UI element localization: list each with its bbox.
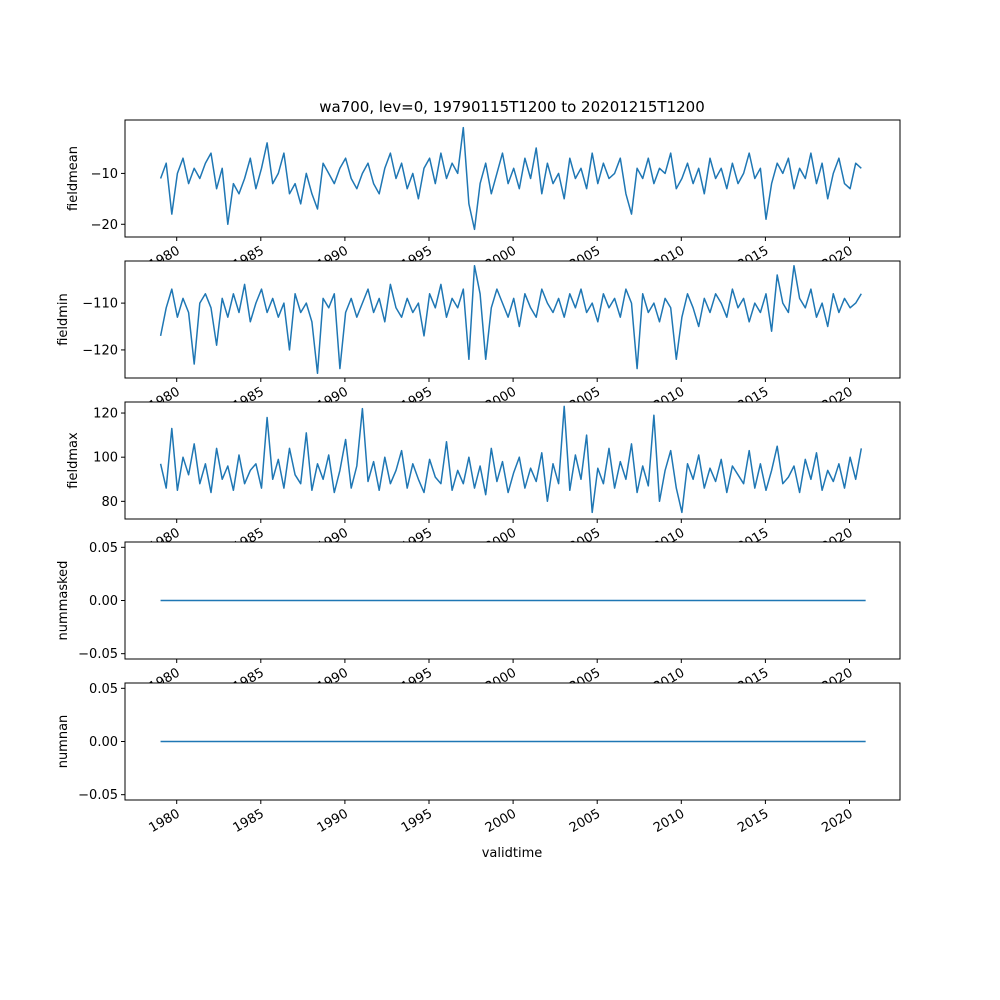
- axes-frame: [124, 401, 901, 520]
- y-axis-label: fieldmin: [56, 293, 71, 346]
- y-axis-label: nummasked: [56, 561, 71, 641]
- chart-title: wa700, lev=0, 19790115T1200 to 20201215T…: [319, 98, 705, 116]
- axes-frame: [124, 119, 901, 238]
- y-axis-label: fieldmax: [66, 432, 81, 489]
- x-tick-label: 2005: [567, 806, 603, 836]
- x-tick-label: 2000: [483, 806, 519, 836]
- panel-numnan: 0.05 0.00 −0.05 numnan 1980 1985 1990 1995 2000 2…: [56, 682, 901, 836]
- axes-frame: [124, 260, 901, 379]
- x-tick-label: 1995: [399, 806, 435, 836]
- series-line-fieldmin: [159, 264, 862, 375]
- x-axis-label: validtime: [482, 846, 543, 861]
- y-tick-label: 120: [93, 407, 118, 422]
- series-line-fieldmax: [159, 405, 863, 514]
- y-axis-label: fieldmean: [66, 146, 81, 211]
- y-tick-label: 0.00: [89, 735, 118, 750]
- plot-area: [125, 120, 900, 237]
- x-tick-label: 2020: [819, 806, 855, 836]
- x-tick-label: 2010: [651, 806, 687, 836]
- y-tick-label: 100: [93, 451, 118, 466]
- y-tick-label: −10: [91, 167, 118, 182]
- x-tick-label: 2015: [735, 806, 771, 836]
- plot-area: [125, 402, 900, 519]
- x-tick-label: 1990: [315, 806, 351, 836]
- y-tick-label: 0.05: [89, 682, 118, 697]
- y-tick-label: −20: [91, 218, 118, 233]
- plot-area: [125, 261, 900, 378]
- y-tick-label: −120: [82, 343, 118, 358]
- x-tick-label: 1980: [147, 806, 183, 836]
- y-axis-label: numnan: [56, 715, 71, 769]
- y-tick-label: −0.05: [78, 788, 118, 803]
- y-tick-label: 0.05: [89, 541, 118, 556]
- y-tick-label: −0.05: [78, 647, 118, 662]
- y-tick-label: 80: [101, 495, 118, 510]
- x-tick-label: 1985: [231, 806, 267, 836]
- series-line-fieldmean: [159, 126, 862, 231]
- y-tick-label: −110: [82, 297, 118, 312]
- y-tick-label: 0.00: [89, 594, 118, 609]
